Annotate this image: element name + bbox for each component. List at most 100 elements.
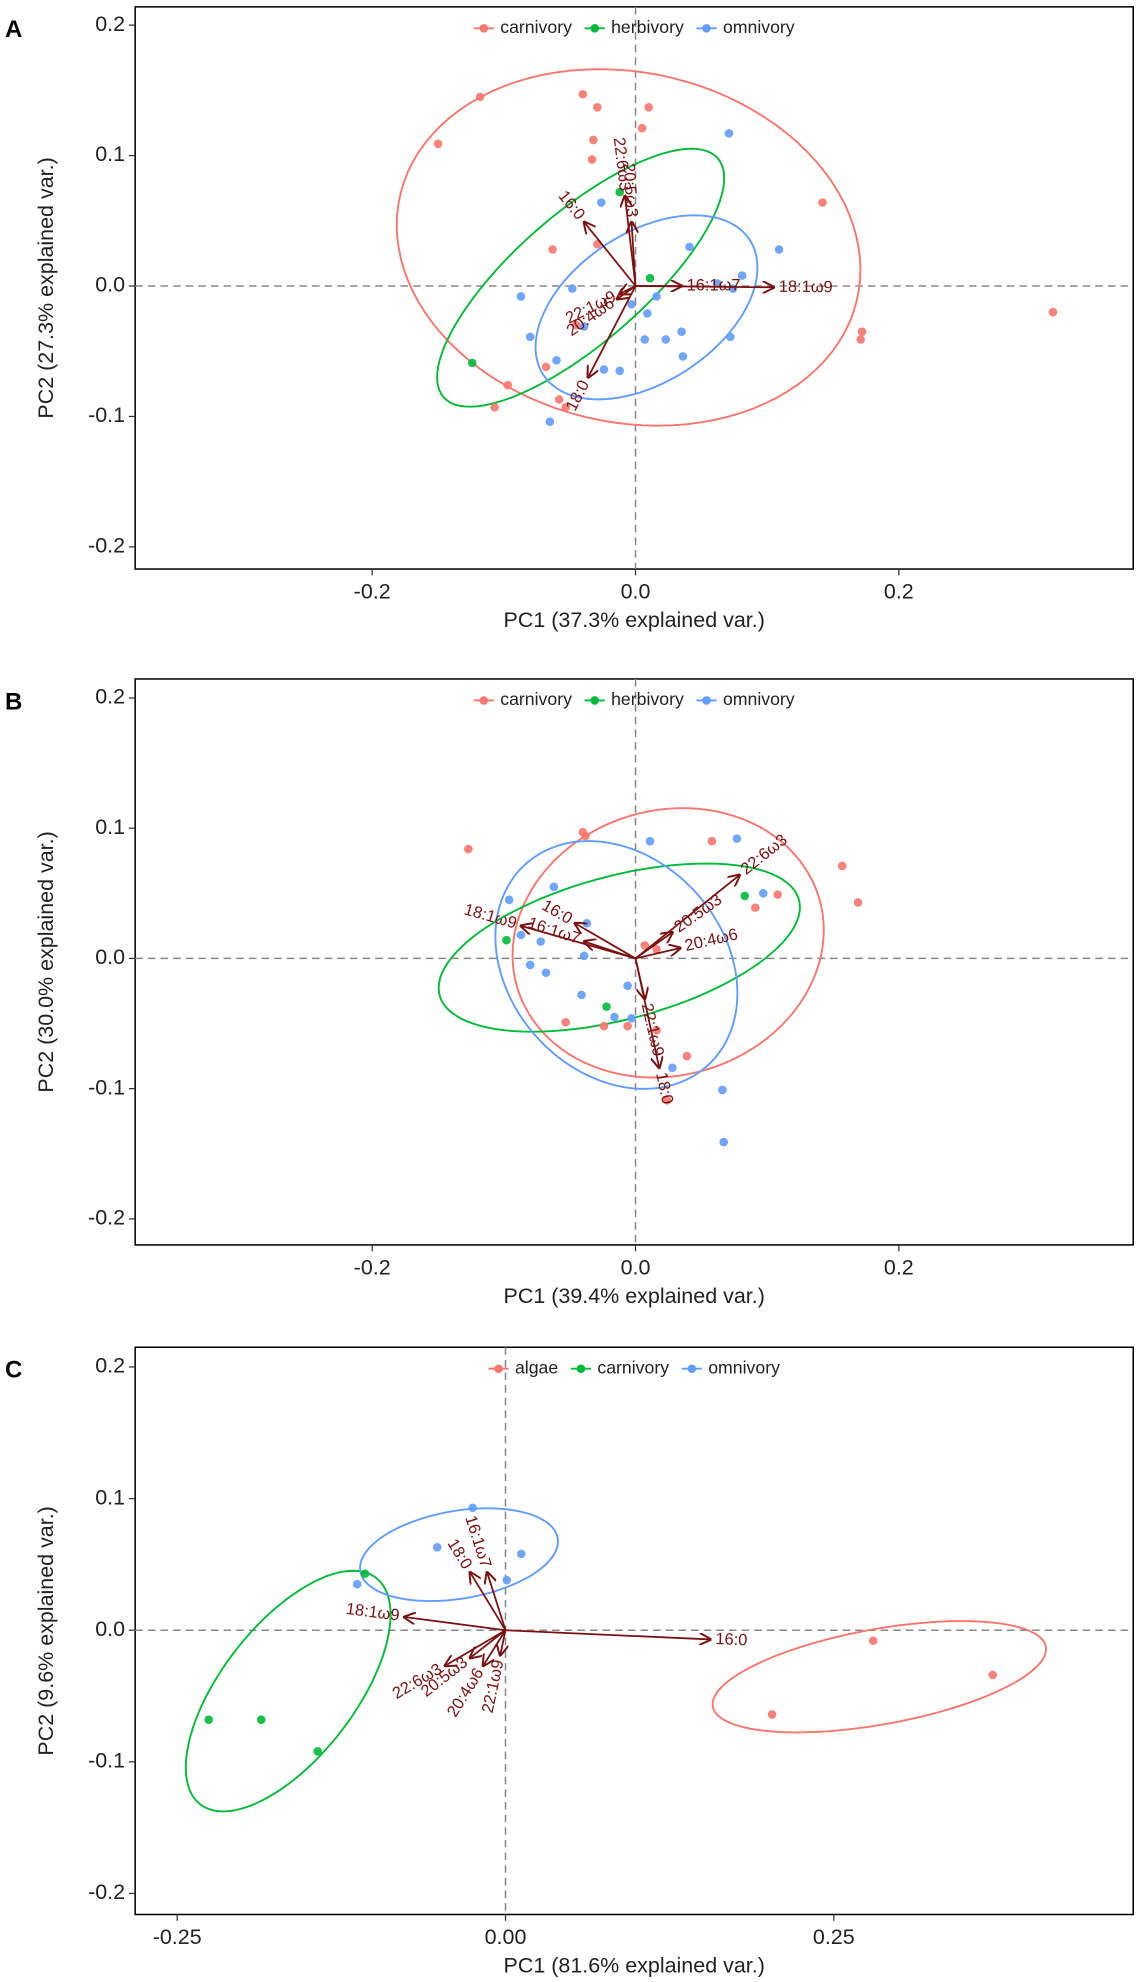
point	[516, 1549, 526, 1559]
x-tick-label: 0.2	[884, 580, 914, 604]
x-tick-label: 0.0	[621, 1256, 651, 1280]
point	[541, 362, 551, 372]
point	[732, 834, 742, 843]
point	[352, 1579, 362, 1589]
point	[677, 327, 686, 336]
point	[204, 1715, 214, 1725]
point	[645, 836, 655, 846]
panel: A -0.2 0.0 0.2 -0.2 -0.1 0.0 0.1 0.2 PC1 (37.3% e…	[5, 6, 1134, 632]
point	[767, 1710, 777, 1719]
point	[593, 103, 602, 112]
point	[516, 292, 526, 301]
arrow-label: 16:1ω7	[687, 276, 741, 294]
point	[502, 935, 511, 945]
point	[578, 89, 588, 99]
point	[644, 103, 653, 112]
point	[718, 1085, 727, 1095]
point	[587, 155, 597, 164]
ellipse	[494, 840, 739, 1090]
legend-label: carnivory	[500, 17, 572, 37]
x-tick-label: 0.0	[621, 580, 651, 604]
point	[503, 380, 513, 390]
loading-arrow	[634, 932, 673, 960]
point	[724, 129, 734, 138]
point	[774, 245, 784, 254]
legend-label: carnivory	[500, 689, 572, 709]
point	[719, 1137, 729, 1147]
loading-arrow	[617, 285, 637, 299]
point	[536, 937, 546, 946]
legend-key-dot	[687, 1364, 697, 1374]
loading-arrow	[470, 1629, 507, 1658]
point	[678, 352, 688, 361]
loading-arrow	[584, 222, 637, 287]
legend-label: algae	[515, 1357, 558, 1377]
point	[868, 1636, 878, 1646]
point	[525, 960, 535, 970]
legend-key-dot	[590, 24, 599, 33]
point	[599, 365, 609, 374]
legend-label: herbivory	[611, 689, 684, 709]
x-tick-label: 0.25	[813, 1925, 855, 1949]
point	[623, 981, 632, 991]
y-tick-label: -0.2	[88, 1206, 125, 1230]
point	[541, 968, 551, 978]
ellipse	[184, 1569, 392, 1813]
point	[360, 1569, 370, 1578]
legend-key-dot	[702, 24, 711, 33]
point	[504, 895, 514, 905]
point	[773, 890, 783, 899]
point	[463, 844, 473, 854]
legend-label: omnivory	[723, 17, 795, 37]
point	[652, 292, 661, 301]
y-tick-label: -0.2	[88, 1880, 125, 1904]
legend-label: omnivory	[723, 689, 795, 709]
plot-frame	[134, 678, 1134, 1246]
y-tick-label: 0.1	[95, 815, 125, 839]
point	[516, 930, 526, 940]
point	[988, 1670, 997, 1680]
point	[313, 1747, 323, 1756]
y-axis-title: PC2 (27.3% explained var.)	[34, 157, 58, 418]
loading-arrow	[634, 875, 740, 960]
point	[561, 403, 571, 412]
point	[615, 366, 625, 376]
point	[582, 918, 592, 928]
y-tick-label: -0.1	[88, 403, 125, 427]
point	[627, 299, 636, 309]
point	[568, 284, 577, 293]
point	[682, 1051, 692, 1061]
point	[490, 403, 499, 412]
ellipse	[395, 68, 862, 427]
y-tick-label: 0.1	[95, 142, 125, 166]
y-tick-label: -0.1	[88, 1075, 125, 1099]
point	[525, 332, 535, 342]
point	[637, 123, 647, 133]
loading-arrow	[404, 1617, 506, 1632]
legend-key-dot	[590, 696, 599, 705]
y-tick-label: 0.1	[95, 1485, 125, 1509]
point	[640, 941, 650, 950]
panel: B -0.2 0.0 0.2 -0.2 -0.1 0.0 0.1 0.2 PC1 (39.4% e…	[5, 678, 1134, 1308]
y-axis-title: PC2 (9.6% explained var.)	[34, 1506, 58, 1755]
y-tick-label: -0.2	[88, 534, 125, 558]
loading-arrow	[634, 958, 660, 1067]
point	[623, 1021, 632, 1031]
point	[579, 951, 589, 961]
ellipse	[436, 147, 726, 408]
point	[548, 245, 557, 254]
legend: algae carnivory omnivory	[488, 1357, 780, 1377]
loading-arrow	[588, 285, 637, 377]
x-tick-label: -0.25	[153, 1925, 202, 1949]
point	[581, 831, 590, 841]
x-tick-label: 0.00	[485, 1925, 527, 1949]
point	[599, 1021, 609, 1031]
point	[502, 1575, 512, 1585]
panel-label: B	[5, 688, 22, 715]
ellipse	[511, 807, 825, 1079]
legend: carnivory herbivory omnivory	[473, 17, 795, 37]
legend-label: omnivory	[708, 1357, 780, 1377]
point	[857, 327, 867, 336]
loading-arrow	[632, 222, 636, 287]
legend-key-dot	[702, 696, 711, 705]
